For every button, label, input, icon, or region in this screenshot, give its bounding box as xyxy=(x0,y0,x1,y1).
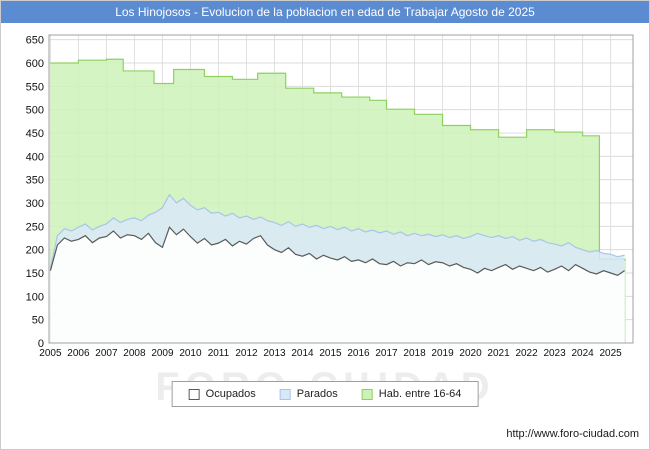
legend-label-parados: Parados xyxy=(296,388,338,400)
svg-text:2015: 2015 xyxy=(319,348,342,359)
legend-label-hab16-64: Hab. entre 16-64 xyxy=(378,388,462,400)
svg-text:100: 100 xyxy=(26,291,44,303)
svg-text:300: 300 xyxy=(26,198,44,210)
svg-text:0: 0 xyxy=(38,338,44,350)
svg-text:2009: 2009 xyxy=(151,348,174,359)
svg-text:2019: 2019 xyxy=(431,348,454,359)
svg-text:350: 350 xyxy=(26,175,44,187)
svg-text:450: 450 xyxy=(26,128,44,140)
svg-text:2012: 2012 xyxy=(235,348,258,359)
legend-item-parados: Parados xyxy=(279,388,338,400)
svg-text:250: 250 xyxy=(26,221,44,233)
svg-text:550: 550 xyxy=(26,81,44,93)
line-hab-entre-16-64 xyxy=(50,58,626,261)
svg-text:150: 150 xyxy=(26,268,44,280)
svg-text:500: 500 xyxy=(26,105,44,117)
chart-title-bar: Los Hinojosos - Evolucion de la poblacio… xyxy=(1,1,649,23)
svg-text:2013: 2013 xyxy=(263,348,286,359)
svg-text:650: 650 xyxy=(26,35,44,47)
plot-border xyxy=(48,34,634,344)
area-ocupados xyxy=(50,227,625,343)
svg-text:2020: 2020 xyxy=(459,348,482,359)
svg-text:600: 600 xyxy=(26,58,44,70)
svg-text:2007: 2007 xyxy=(95,348,118,359)
svg-text:2008: 2008 xyxy=(123,348,146,359)
series-areas xyxy=(49,58,626,343)
line-ocupados xyxy=(49,226,625,276)
chart-legend: Ocupados Parados Hab. entre 16-64 xyxy=(171,381,479,407)
svg-text:2005: 2005 xyxy=(39,348,62,359)
svg-text:2016: 2016 xyxy=(347,348,370,359)
svg-text:2025: 2025 xyxy=(599,348,622,359)
ocupados-swatch-icon xyxy=(188,388,200,400)
svg-text:2014: 2014 xyxy=(291,348,314,359)
page-title: Los Hinojosos - Evolucion de la poblacio… xyxy=(115,5,535,19)
svg-text:2023: 2023 xyxy=(543,348,566,359)
hab16-64-swatch-icon xyxy=(361,388,373,400)
parados-swatch-icon xyxy=(279,388,291,400)
svg-text:400: 400 xyxy=(26,151,44,163)
svg-text:2011: 2011 xyxy=(208,348,230,359)
chart-canvas: 2005 2006 2007 2008 2009 2010 2011 2012 2013 2014… xyxy=(26,34,634,359)
footer-url-link[interactable]: http://www.foro-ciudad.com xyxy=(506,428,639,440)
legend-item-ocupados: Ocupados xyxy=(188,388,256,400)
svg-text:2010: 2010 xyxy=(179,348,202,359)
svg-text:2021: 2021 xyxy=(487,348,510,359)
svg-text:2024: 2024 xyxy=(571,348,594,359)
svg-text:2017: 2017 xyxy=(375,348,398,359)
legend-label-ocupados: Ocupados xyxy=(205,388,256,400)
line-parados xyxy=(49,193,625,269)
svg-text:2018: 2018 xyxy=(403,348,426,359)
svg-text:2006: 2006 xyxy=(67,348,90,359)
svg-text:50: 50 xyxy=(32,315,44,327)
svg-text:2022: 2022 xyxy=(515,348,538,359)
legend-item-hab16-64: Hab. entre 16-64 xyxy=(361,388,462,400)
svg-text:200: 200 xyxy=(26,245,44,257)
